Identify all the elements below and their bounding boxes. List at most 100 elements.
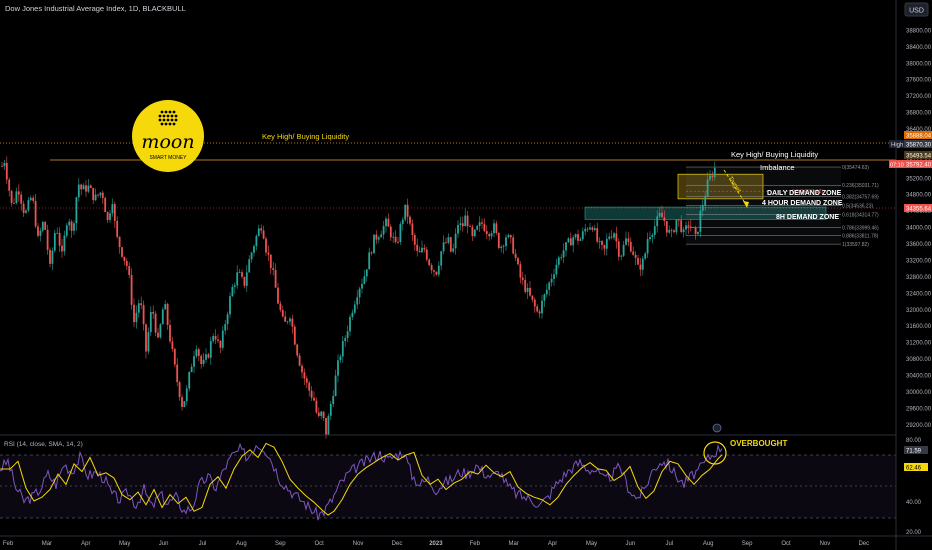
candle-body	[507, 235, 510, 238]
rsi-title: RSI (14, close, SMA, 14, 2)	[4, 441, 83, 448]
candle-body	[447, 237, 450, 243]
candle-body	[349, 317, 351, 332]
candle-body	[241, 272, 243, 277]
candle-body	[137, 303, 140, 313]
rsi-tick-20: 20.00	[906, 530, 922, 536]
candle-body	[17, 191, 20, 195]
candle-body	[15, 191, 18, 204]
y-tick-label: 37600.00	[906, 78, 932, 84]
y-tick-label: 29200.00	[906, 423, 932, 429]
candle-body	[632, 251, 635, 255]
candle-body	[317, 412, 320, 417]
candle-body	[627, 238, 630, 242]
candle-body	[140, 303, 143, 306]
candle-body	[459, 223, 462, 226]
candle-body	[644, 253, 647, 259]
candle-body	[425, 249, 428, 260]
candle-body	[152, 312, 155, 314]
candle-body	[281, 310, 284, 317]
candle-body	[161, 309, 164, 325]
fib-level-label: 0.382(34757.69)	[842, 194, 879, 200]
rsi-value: 71.59	[906, 449, 922, 455]
candle-body	[257, 228, 260, 236]
price-axis[interactable]: 38800.00 38400.00 38000.00 37600.00 37200.00…	[906, 28, 932, 428]
alert-icon[interactable]	[712, 423, 722, 433]
candle-body	[466, 215, 469, 227]
candle-body	[601, 241, 603, 246]
candle-body	[622, 244, 625, 256]
candle-body	[284, 316, 287, 322]
rsi-axis[interactable]: 80.00 40.00 20.00 71.59 62.46	[904, 438, 928, 536]
candle-body	[668, 230, 671, 233]
candle-body	[236, 272, 239, 286]
candle-body	[625, 238, 627, 245]
candle-body	[250, 252, 253, 260]
x-tick-label: Aug	[703, 541, 714, 547]
key-high-label-left: Key High/ Buying Liquidity	[262, 132, 349, 141]
rsi-sma-line[interactable]	[0, 442, 723, 516]
x-tick-label: Mar	[42, 541, 52, 547]
y-tick-label: 31600.00	[906, 324, 932, 330]
candle-body	[111, 204, 114, 214]
candle-body	[219, 340, 222, 348]
fib-retracement[interactable]: 0(35474.63) 0.236(35031.71) 0.382(34757.69…	[686, 165, 879, 248]
candle-body	[382, 226, 385, 235]
candle-body	[401, 219, 404, 224]
candle-body	[209, 341, 212, 358]
candle-body	[173, 348, 176, 365]
candle-body	[435, 271, 438, 275]
candle-body	[89, 185, 92, 188]
h8-demand-label: 8H DEMAND ZONE	[776, 214, 839, 221]
candle-body	[99, 192, 102, 196]
candle-body	[135, 312, 138, 323]
candle-body	[20, 194, 23, 204]
imbalance-label: Imbalance	[760, 163, 795, 172]
candle-body	[598, 241, 601, 242]
time-axis[interactable]: Feb Mar Apr May Jun Jul Aug Sep Oct Nov Dec 2023 Feb…	[3, 541, 869, 547]
candle-body	[3, 162, 6, 167]
candle-body	[423, 247, 426, 250]
candle-body	[567, 238, 570, 243]
candle-body	[185, 388, 188, 402]
candle-body	[661, 212, 663, 218]
y-tick-label: 34000.00	[906, 226, 932, 232]
rsi-sma-value: 62.46	[906, 466, 922, 472]
candle-body	[183, 401, 186, 407]
candle-body	[77, 184, 80, 198]
candlestick-series[interactable]	[1, 156, 716, 439]
candle-body	[610, 236, 613, 238]
candle-body	[613, 233, 615, 238]
candle-body	[202, 359, 205, 365]
candle-body	[641, 258, 644, 270]
candle-body	[49, 249, 51, 264]
x-tick-label: Mar	[509, 541, 519, 547]
candle-body	[320, 411, 323, 417]
candle-body	[154, 313, 157, 333]
candle-body	[433, 270, 435, 272]
y-tick-label: 36800.00	[906, 111, 932, 117]
x-tick-label: Jul	[199, 541, 207, 547]
logo-dots-icon	[158, 110, 178, 126]
candle-body	[188, 372, 191, 389]
currency-button[interactable]	[904, 2, 929, 17]
candle-body	[457, 225, 459, 234]
candle-body	[485, 231, 488, 234]
candle-body	[651, 234, 654, 237]
candle-body	[562, 250, 565, 258]
candle-body	[277, 287, 279, 304]
candle-body	[253, 246, 255, 253]
candle-body	[697, 231, 699, 235]
rsi-tick-40: 40.00	[906, 500, 922, 506]
x-tick-label: 2023	[429, 541, 443, 547]
candle-body	[543, 294, 546, 301]
candle-body	[341, 341, 344, 357]
y-tick-label: 34800.00	[906, 193, 932, 199]
candle-body	[272, 268, 275, 270]
candle-body	[509, 235, 512, 238]
candle-body	[176, 364, 179, 383]
candle-body	[207, 354, 210, 358]
rsi-line[interactable]	[0, 442, 723, 521]
candle-body	[361, 283, 363, 289]
candle-body	[377, 237, 380, 240]
countdown-badge	[889, 160, 904, 168]
